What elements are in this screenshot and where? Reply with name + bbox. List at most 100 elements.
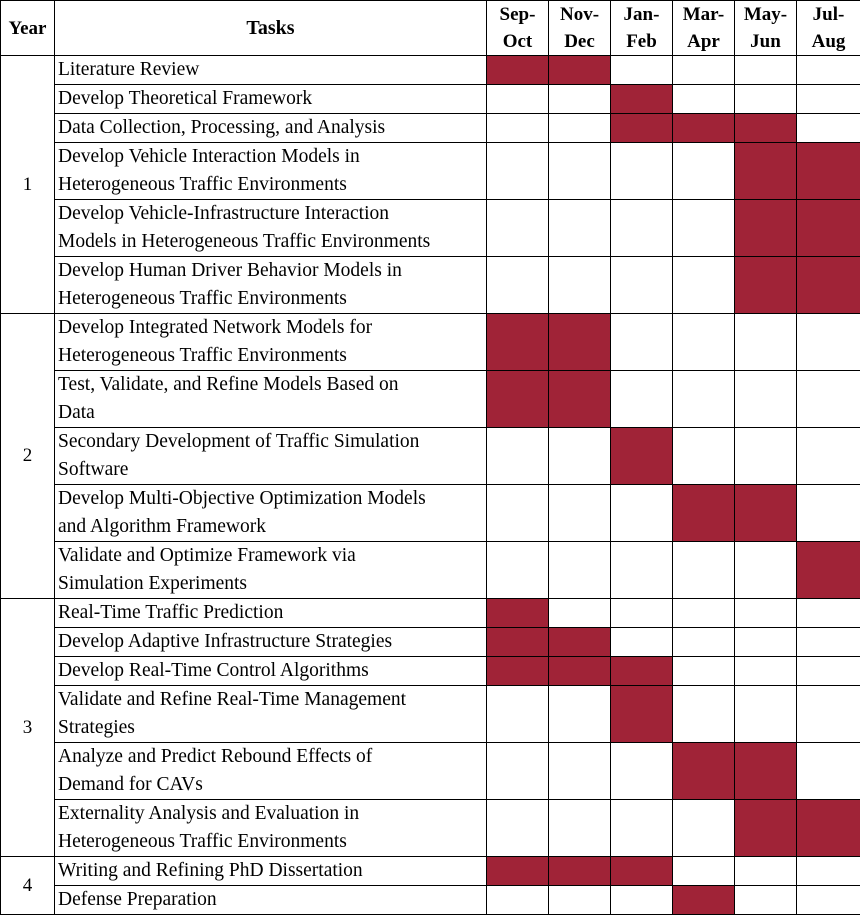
task-name-cell: Data Collection, Processing, and Analysi… — [55, 114, 487, 143]
schedule-cell-active — [549, 56, 611, 85]
schedule-cell-active — [673, 114, 735, 143]
schedule-cell-empty — [487, 743, 549, 800]
schedule-cell-active — [611, 857, 673, 886]
schedule-cell-empty — [797, 686, 860, 743]
schedule-cell-empty — [797, 56, 860, 85]
schedule-cell-empty — [735, 686, 797, 743]
schedule-cell-active — [611, 114, 673, 143]
task-name-line: Data Collection, Processing, and Analysi… — [58, 117, 385, 138]
schedule-cell-empty — [611, 599, 673, 628]
schedule-cell-empty — [611, 743, 673, 800]
schedule-cell-empty — [487, 85, 549, 114]
task-name-cell: Defense Preparation — [55, 886, 487, 915]
schedule-cell-empty — [673, 143, 735, 200]
schedule-cell-active — [549, 371, 611, 428]
year-cell: 3 — [1, 599, 55, 857]
task-name-line: Externality Analysis and Evaluation in — [58, 803, 359, 824]
schedule-cell-empty — [735, 56, 797, 85]
schedule-cell-empty — [735, 542, 797, 599]
schedule-cell-empty — [797, 657, 860, 686]
schedule-cell-active — [487, 657, 549, 686]
period-label-line2: Aug — [797, 28, 860, 55]
schedule-cell-empty — [549, 257, 611, 314]
task-name-cell: Develop Vehicle-Infrastructure Interacti… — [55, 200, 487, 257]
schedule-cell-empty — [549, 114, 611, 143]
task-name-line: Strategies — [58, 717, 135, 738]
schedule-cell-empty — [611, 485, 673, 542]
schedule-cell-empty — [797, 485, 860, 542]
task-name-cell: Develop Multi-Objective Optimization Mod… — [55, 485, 487, 542]
schedule-cell-empty — [735, 428, 797, 485]
schedule-cell-empty — [797, 857, 860, 886]
table-row: Defense Preparation — [1, 886, 860, 915]
period-label-line1: May- — [735, 1, 796, 28]
schedule-cell-empty — [611, 56, 673, 85]
schedule-cell-active — [735, 485, 797, 542]
schedule-cell-empty — [487, 257, 549, 314]
task-name-cell: Literature Review — [55, 56, 487, 85]
schedule-cell-empty — [487, 485, 549, 542]
period-label-line1: Jan- — [611, 1, 672, 28]
period-label-line2: Apr — [673, 28, 734, 55]
task-name-line: Develop Integrated Network Models for — [58, 317, 372, 338]
task-name-cell: Secondary Development of Traffic Simulat… — [55, 428, 487, 485]
task-name-line: Simulation Experiments — [58, 573, 247, 594]
period-label-line1: Nov- — [549, 1, 610, 28]
schedule-cell-empty — [797, 314, 860, 371]
schedule-cell-active — [735, 114, 797, 143]
schedule-cell-empty — [735, 886, 797, 915]
period-label-line1: Mar- — [673, 1, 734, 28]
schedule-cell-empty — [487, 428, 549, 485]
schedule-cell-empty — [487, 542, 549, 599]
schedule-cell-active — [487, 857, 549, 886]
table-row: Externality Analysis and Evaluation in He… — [1, 800, 860, 857]
tasks-column-header: Tasks — [55, 1, 487, 56]
task-name-cell: Externality Analysis and Evaluation in He… — [55, 800, 487, 857]
period-header-mar-apr: Mar-Apr — [673, 1, 735, 56]
schedule-cell-active — [673, 485, 735, 542]
task-name-cell: Writing and Refining PhD Dissertation — [55, 857, 487, 886]
schedule-cell-empty — [673, 371, 735, 428]
schedule-cell-active — [611, 657, 673, 686]
table-row: Develop Multi-Objective Optimization Mod… — [1, 485, 860, 542]
schedule-cell-empty — [797, 428, 860, 485]
table-row: Data Collection, Processing, and Analysi… — [1, 114, 860, 143]
task-name-line: Demand for CAVs — [58, 774, 203, 795]
table-row: Develop Vehicle-Infrastructure Interacti… — [1, 200, 860, 257]
year-column-header: Year — [1, 1, 55, 56]
schedule-cell-empty — [797, 114, 860, 143]
table-row: Develop Real-Time Control Algorithms — [1, 657, 860, 686]
period-label-line1: Sep- — [487, 1, 548, 28]
schedule-cell-empty — [487, 800, 549, 857]
task-name-line: Develop Human Driver Behavior Models in — [58, 260, 402, 281]
schedule-cell-empty — [611, 800, 673, 857]
schedule-cell-empty — [735, 371, 797, 428]
task-name-cell: Validate and Refine Real-Time Management… — [55, 686, 487, 743]
schedule-cell-active — [611, 686, 673, 743]
schedule-cell-active — [549, 657, 611, 686]
year-cell: 2 — [1, 314, 55, 599]
task-name-line: Heterogeneous Traffic Environments — [58, 288, 347, 309]
schedule-cell-empty — [735, 314, 797, 371]
year-cell: 1 — [1, 56, 55, 314]
task-name-line: and Algorithm Framework — [58, 516, 266, 537]
schedule-cell-active — [797, 200, 860, 257]
period-label-line2: Feb — [611, 28, 672, 55]
task-name-line: Develop Vehicle-Infrastructure Interacti… — [58, 203, 389, 224]
schedule-cell-empty — [611, 542, 673, 599]
schedule-cell-empty — [549, 485, 611, 542]
schedule-cell-empty — [735, 657, 797, 686]
schedule-cell-active — [611, 85, 673, 114]
table-row: Develop Human Driver Behavior Models in H… — [1, 257, 860, 314]
schedule-cell-empty — [549, 800, 611, 857]
schedule-cell-empty — [611, 314, 673, 371]
task-name-line: Heterogeneous Traffic Environments — [58, 831, 347, 852]
schedule-cell-empty — [673, 628, 735, 657]
